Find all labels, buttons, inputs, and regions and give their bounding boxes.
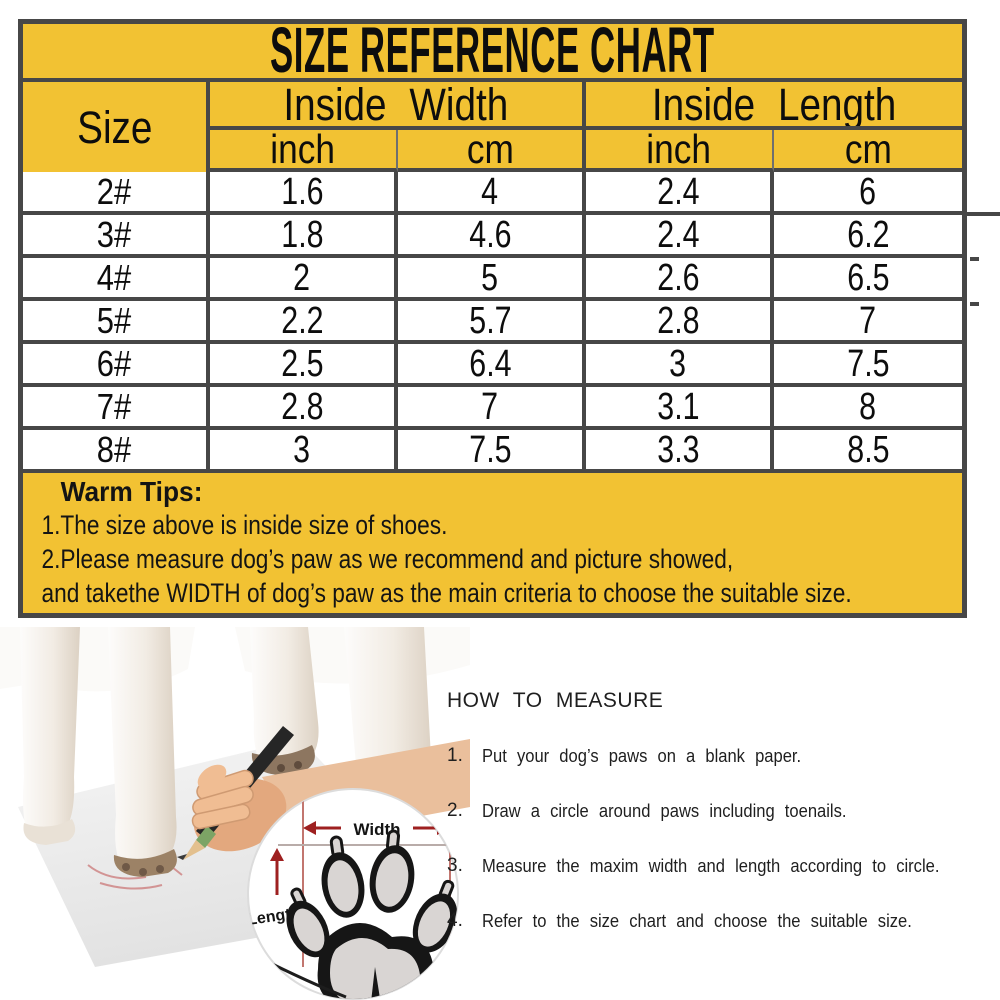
step-text: Draw a circle around paws including toen… [482, 801, 847, 821]
paw-print-icon [286, 829, 458, 999]
subheader-width-inch: inch [210, 130, 398, 172]
table-row-cell: 3# [23, 215, 210, 258]
table-row-cell: 6.2 [774, 215, 962, 258]
table-row-cell: 7.5 [774, 344, 962, 387]
how-to-measure-photo: Width Length [0, 627, 470, 1000]
header-inside-length: Inside Length [586, 82, 962, 130]
table-row-cell: 7.5 [398, 430, 586, 473]
table-row-cell: 5.7 [398, 301, 586, 344]
step-text: Put your dog’s paws on a blank paper. [482, 746, 802, 766]
table-row-cell: 4# [23, 258, 210, 301]
warm-tip-2-cont: and takethe WIDTH of dog’s paw as the ma… [41, 578, 852, 608]
measure-step-2: 2. Draw a circle around paws including t… [447, 800, 1000, 822]
table-row-cell: 3 [210, 430, 398, 473]
table-row-cell: 6# [23, 344, 210, 387]
measure-step-3: 3. Measure the maxim width and length ac… [447, 855, 1000, 877]
step-text: Measure the maxim width and length accor… [482, 856, 940, 876]
table-row-cell: 6.4 [398, 344, 586, 387]
warm-tip-2: 2.Please measure dog’s paw as we recomme… [41, 544, 734, 574]
step-number: 1. [447, 745, 463, 766]
page-title: SIZE REFERENCE CHART [270, 14, 715, 86]
table-row-cell: 2.2 [210, 301, 398, 344]
measure-step-1: 1. Put your dog’s paws on a blank paper. [447, 745, 1000, 767]
table-row-cell: 2.6 [586, 258, 774, 301]
table-row-cell: 4 [398, 172, 586, 215]
step-number: 4. [447, 910, 463, 931]
header-size: Size [23, 82, 210, 172]
header-inside-width: Inside Width [210, 82, 586, 130]
table-row-cell: 2.8 [586, 301, 774, 344]
table-row-cell: 6 [774, 172, 962, 215]
table-row-cell: 3 [586, 344, 774, 387]
measure-step-4: 4. Refer to the size chart and choose th… [447, 910, 1000, 932]
table-title-row: SIZE REFERENCE CHART [23, 19, 962, 82]
step-number: 3. [447, 855, 463, 876]
step-text: Refer to the size chart and choose the s… [482, 911, 912, 931]
table-row-cell: 4.6 [398, 215, 586, 258]
table-row-cell: 2.8 [210, 387, 398, 430]
how-to-measure-section: HOW TO MEASURE 1. Put your dog’s paws on… [447, 690, 1000, 932]
table-row-cell: 2.4 [586, 172, 774, 215]
paw-diagram-circle: Width Length [247, 788, 459, 1000]
table-row-cell: 6.5 [774, 258, 962, 301]
warm-tips-heading: Warm Tips: [60, 476, 203, 507]
table-row-cell: 8# [23, 430, 210, 473]
table-row-cell: 7# [23, 387, 210, 430]
table-row-cell: 2 [210, 258, 398, 301]
table-row-cell: 1.8 [210, 215, 398, 258]
how-to-measure-heading: HOW TO MEASURE [447, 689, 664, 712]
size-reference-table: SIZE REFERENCE CHART Size Inside Width I… [18, 19, 967, 618]
table-row-cell: 2# [23, 172, 210, 215]
subheader-length-inch: inch [586, 130, 774, 172]
table-edge-line [967, 212, 1000, 216]
length-arrow-icon [270, 848, 284, 895]
table-row-cell: 5# [23, 301, 210, 344]
table-edge-tick [970, 302, 979, 306]
size-table-grid: Size Inside Width Inside Length inch cm … [23, 82, 962, 473]
table-edge-tick [970, 257, 979, 261]
table-row-cell: 7 [398, 387, 586, 430]
subheader-width-cm: cm [398, 130, 586, 172]
table-row-cell: 7 [774, 301, 962, 344]
table-row-cell: 8 [774, 387, 962, 430]
table-row-cell: 3.1 [586, 387, 774, 430]
warm-tips-panel: Warm Tips: 1.The size above is inside si… [23, 473, 962, 609]
table-row-cell: 1.6 [210, 172, 398, 215]
table-row-cell: 3.3 [586, 430, 774, 473]
table-row-cell: 8.5 [774, 430, 962, 473]
subheader-length-cm: cm [774, 130, 962, 172]
warm-tip-1: 1.The size above is inside size of shoes… [41, 510, 448, 540]
table-row-cell: 2.5 [210, 344, 398, 387]
step-number: 2. [447, 800, 463, 821]
table-row-cell: 5 [398, 258, 586, 301]
table-row-cell: 2.4 [586, 215, 774, 258]
